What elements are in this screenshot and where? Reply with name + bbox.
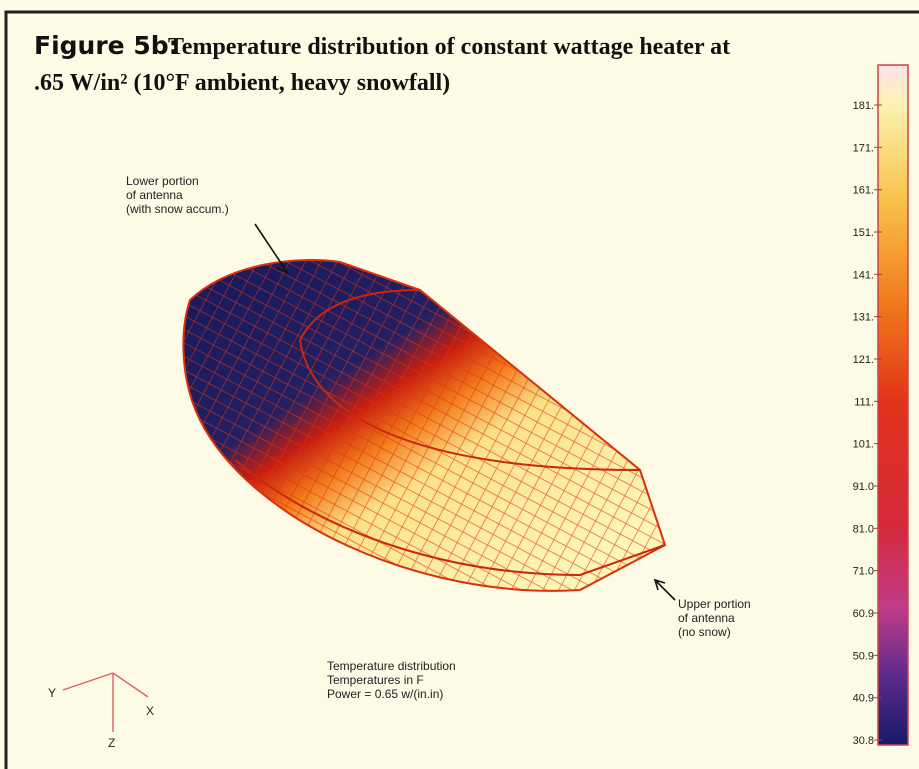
- colorbar-label: 181.: [853, 100, 874, 112]
- colorbar-label: 71.0: [853, 566, 874, 578]
- antenna-mesh: [182, 259, 667, 592]
- caption-line: Temperature distribution: [327, 659, 456, 673]
- frame: [4, 10, 919, 769]
- colorbar-label: 121.: [853, 354, 874, 366]
- colorbar-label: 81.0: [853, 523, 874, 535]
- annotation: Lower portion: [126, 174, 199, 188]
- colorbar: [877, 64, 909, 746]
- colorbar-label: 171.: [853, 142, 874, 154]
- colorbar-label: 141.: [853, 269, 874, 281]
- colorbar-label: 30.8: [853, 735, 874, 747]
- colorbar-label: 91.0: [853, 481, 874, 493]
- axis-label: X: [146, 704, 154, 718]
- annotation: of antenna: [678, 611, 735, 625]
- colorbar-label: 161.: [853, 185, 874, 197]
- figure-label: Figure 5b:: [34, 31, 179, 60]
- arrow: [254, 223, 289, 274]
- colorbar-label: 50.9: [853, 650, 874, 662]
- title-line: .65 W/in² (10°F ambient, heavy snowfall): [34, 70, 450, 96]
- caption-line: Power = 0.65 w/(in.in): [327, 687, 443, 701]
- colorbar-label: 111.: [854, 396, 874, 408]
- axis-triad: [62, 672, 149, 732]
- colorbar-label: 131.: [853, 312, 874, 324]
- colorbar-label: 151.: [853, 227, 874, 239]
- annotation: Upper portion: [678, 597, 751, 611]
- arrow: [653, 578, 676, 601]
- axis-label: Y: [48, 686, 56, 700]
- annotation: (no snow): [678, 625, 731, 639]
- caption-line: Temperatures in F: [327, 673, 424, 687]
- axis-label: Z: [108, 736, 115, 750]
- annotation: of antenna: [126, 188, 183, 202]
- title-line: Temperature distribution of constant wat…: [168, 34, 730, 60]
- colorbar-label: 40.9: [853, 693, 874, 705]
- annotation: (with snow accum.): [126, 202, 229, 216]
- colorbar-label: 60.9: [853, 608, 874, 620]
- colorbar-label: 101.: [853, 439, 874, 451]
